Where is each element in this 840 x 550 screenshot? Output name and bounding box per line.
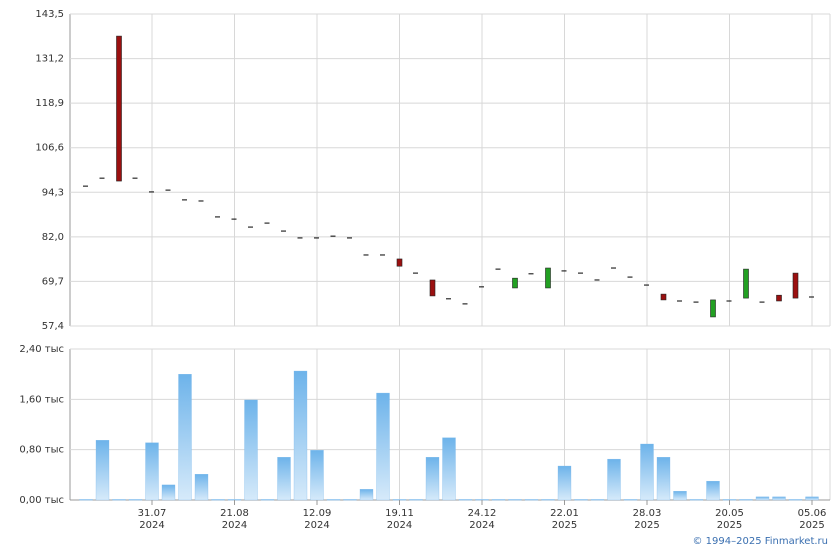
y-tick-label: 94,3 [42, 187, 64, 198]
x-tick-label: 19.11 2024 [385, 508, 414, 531]
y-tick-label: 82,0 [42, 232, 64, 243]
volume-bar [442, 437, 456, 501]
y-tick-label: 0,80 тыс [19, 445, 64, 456]
volume-bar [623, 499, 638, 501]
y-tick-label: 131,2 [35, 54, 64, 65]
candle [776, 294, 782, 302]
x-tick-label: 05.06 2025 [798, 508, 827, 531]
y-tick-label: 69,7 [42, 276, 64, 287]
copyright: © 1994–2025 Finmarket.ru [692, 536, 828, 547]
volume-bar [425, 457, 440, 501]
y-tick-label: 57,4 [42, 321, 64, 332]
volume-bar [805, 496, 819, 501]
volume-bar [458, 499, 473, 501]
candle [429, 279, 436, 297]
volume-bar [673, 491, 687, 501]
volume-bar [656, 457, 671, 501]
volume-bar [491, 499, 506, 501]
candle [396, 258, 403, 267]
x-tick-label: 12.09 2024 [303, 508, 332, 531]
volume-bar [260, 499, 275, 501]
volume-bar [293, 370, 308, 501]
volume-bar [211, 499, 225, 501]
volume-bar [79, 499, 93, 501]
volume-bar [508, 499, 522, 501]
volume-bar [409, 499, 423, 501]
volume-bar [541, 499, 555, 501]
volume-bar [772, 496, 786, 501]
volume-bar [689, 499, 704, 501]
y-tick-label: 143,5 [35, 9, 64, 20]
x-tick-label: 22.01 2025 [550, 508, 579, 531]
volume-bar [310, 450, 324, 501]
y-tick-label: 2,40 тыс [19, 344, 64, 355]
volume-bar [640, 443, 654, 501]
candle [792, 272, 799, 299]
x-tick-label: 21.08 2024 [220, 508, 249, 531]
x-tick-label: 31.07 2024 [138, 508, 167, 531]
volume-bar [359, 489, 374, 501]
y-tick-label: 1,60 тыс [19, 394, 64, 405]
y-tick-label: 0,00 тыс [19, 495, 64, 506]
volume-bar [739, 499, 753, 501]
x-tick-label: 28.03 2025 [633, 508, 662, 531]
candle [116, 35, 122, 182]
y-tick-label: 118,9 [35, 98, 64, 109]
volume-bar [194, 474, 209, 501]
volume-bar [128, 499, 143, 501]
x-tick-label: 24.12 2024 [468, 508, 497, 531]
volume-bar [557, 465, 572, 501]
candle [545, 267, 551, 289]
volume-bar [178, 374, 192, 501]
volume-bar [145, 442, 159, 501]
volume-bar [244, 399, 258, 501]
y-tick-label: 106,6 [35, 143, 64, 154]
volume-bar [95, 440, 110, 501]
volume-bar [524, 499, 539, 501]
candle [512, 277, 518, 289]
candle [660, 293, 667, 301]
volume-bar [376, 392, 390, 501]
volume-bar [788, 499, 803, 501]
x-tick-label: 20.05 2025 [715, 508, 744, 531]
volume-bar [607, 458, 621, 501]
volume-bar [112, 499, 126, 501]
candle [710, 299, 716, 318]
volume-bar [161, 484, 176, 501]
candle [743, 268, 749, 299]
volume-bar [574, 499, 588, 501]
volume-bar [590, 499, 605, 501]
volume-bar [326, 499, 341, 501]
volume-bar [755, 496, 770, 501]
volume-bar [706, 480, 720, 501]
volume-bar [277, 457, 291, 501]
volume-bar [343, 499, 357, 501]
